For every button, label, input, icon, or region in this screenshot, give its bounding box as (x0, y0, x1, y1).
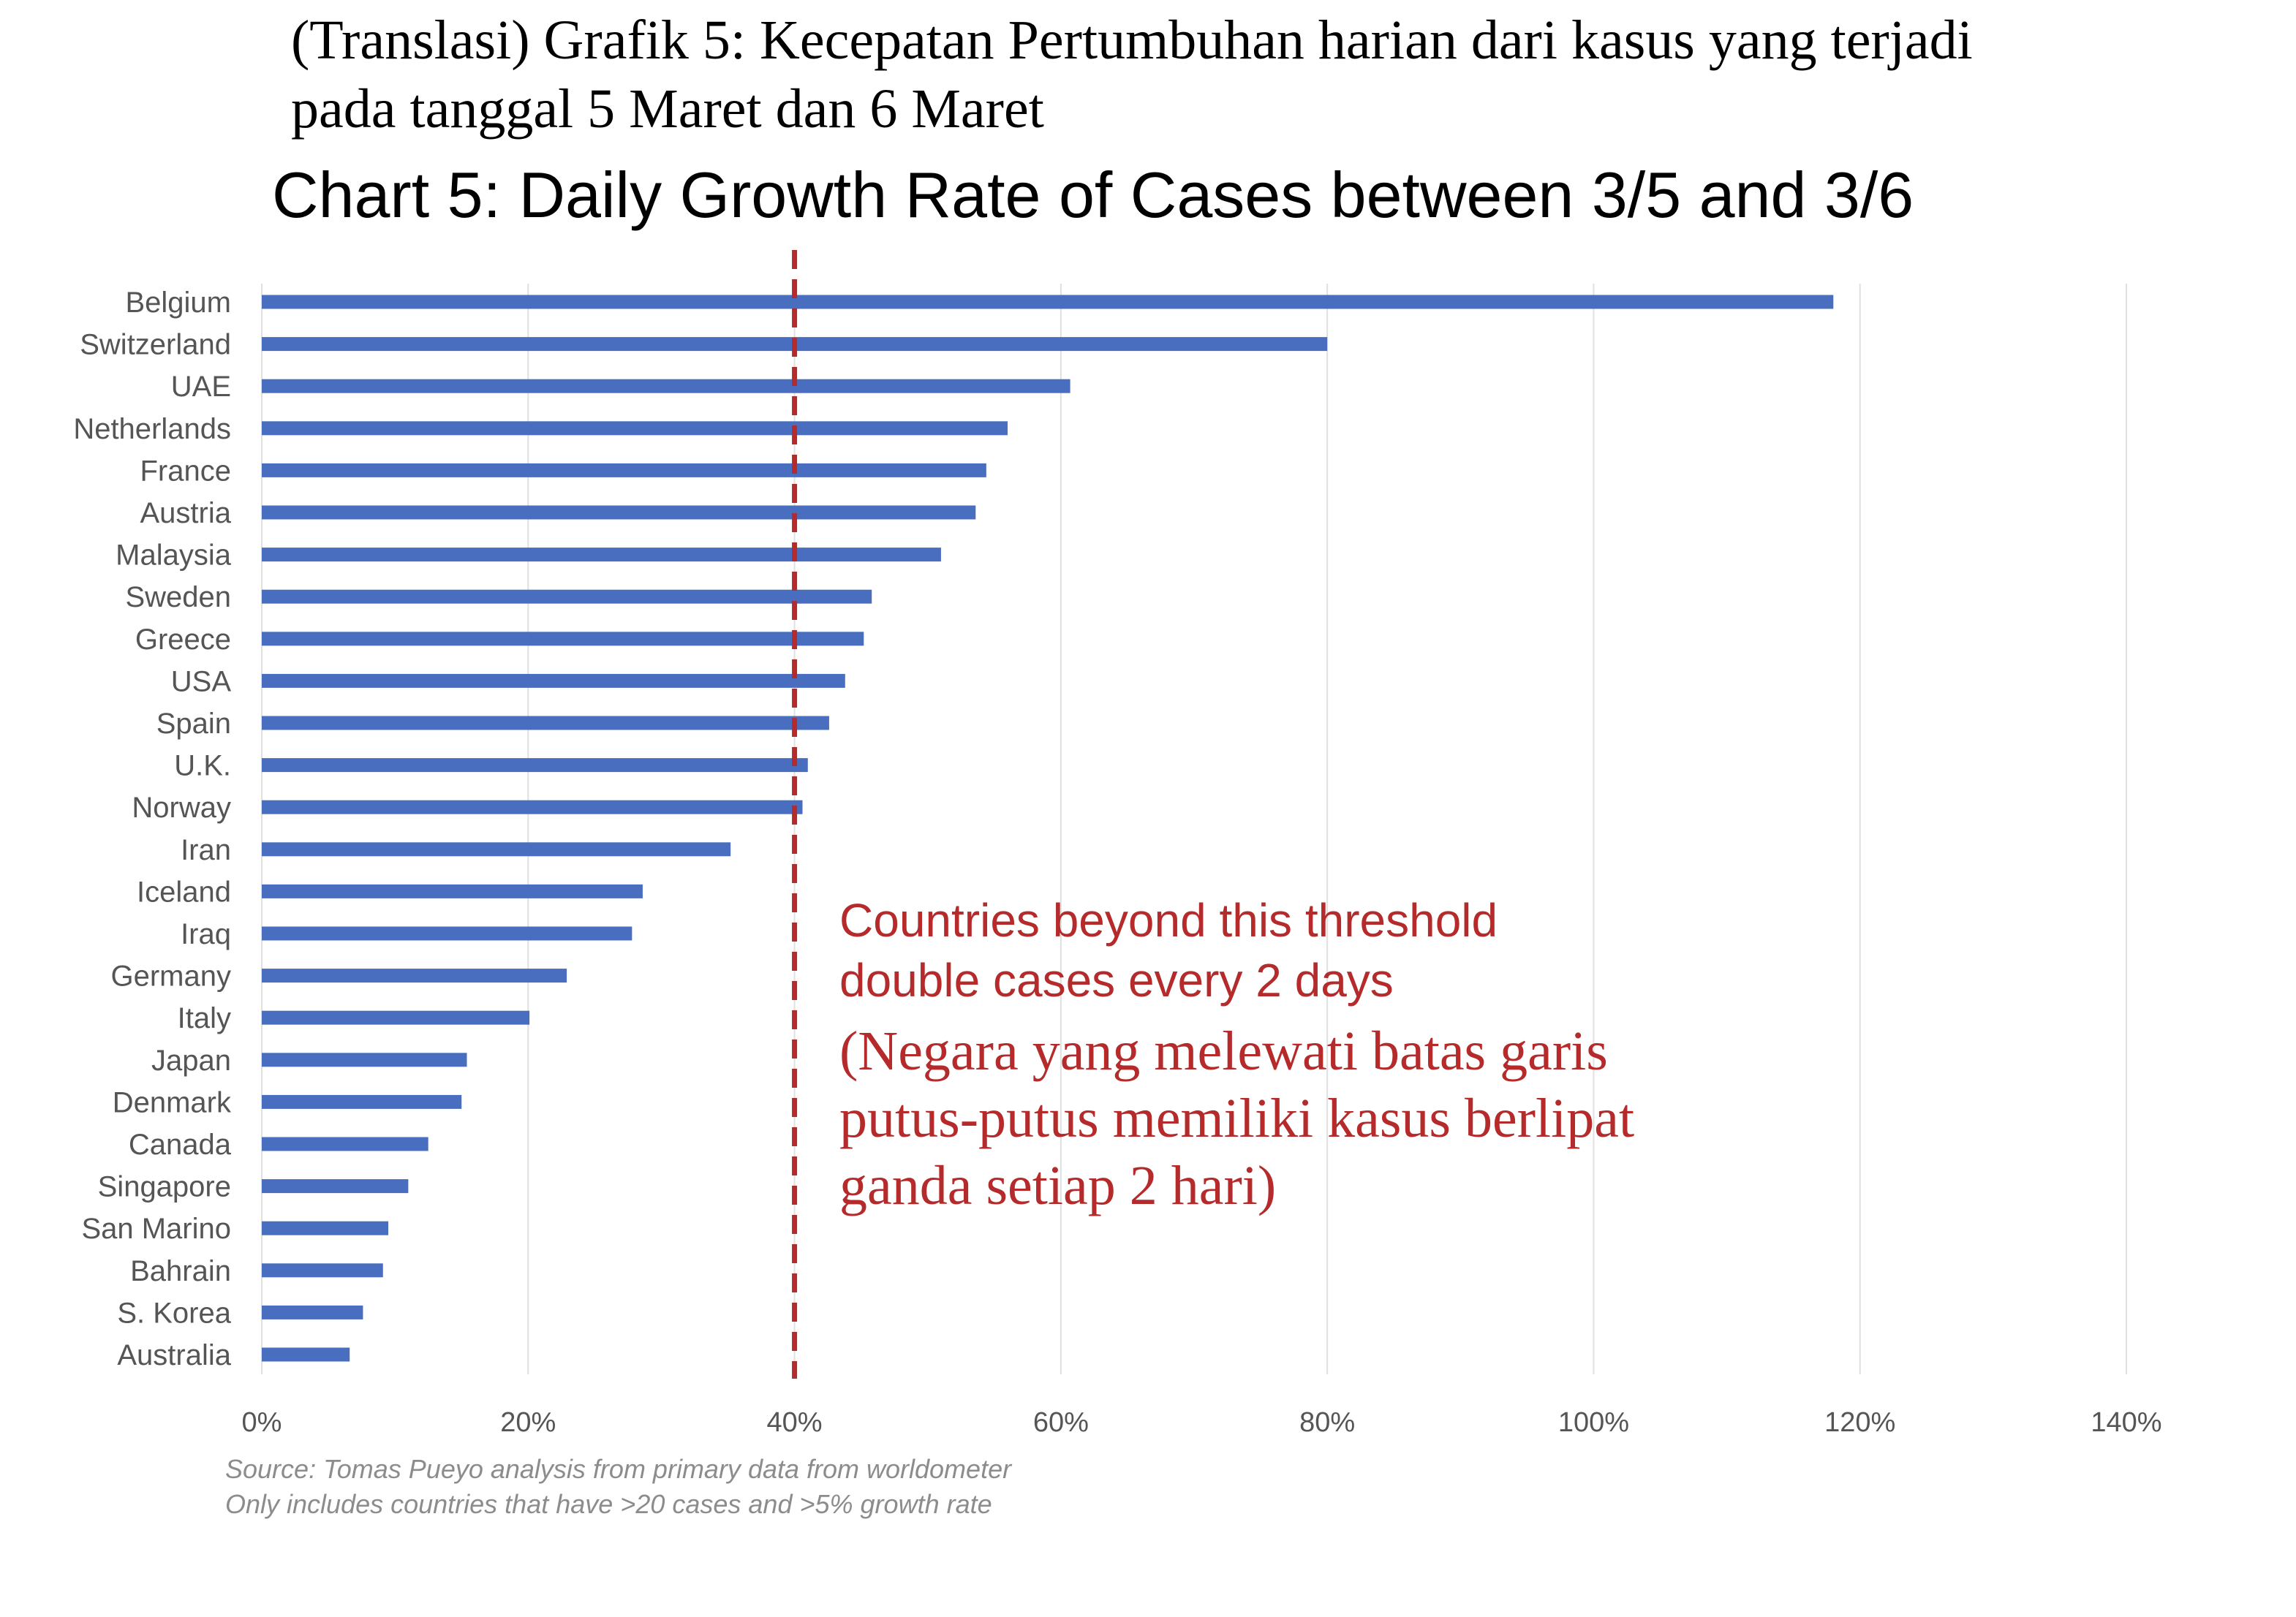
category-label: Malaysia (116, 539, 232, 572)
x-axis-tick-labels: 0% 20% 40% 60% 80% 100% 120% 140% (242, 1407, 2162, 1438)
bar (262, 758, 808, 773)
bar (262, 1053, 467, 1067)
x-tick-label: 40% (767, 1407, 823, 1438)
category-label: Greece (135, 624, 231, 656)
bars (262, 295, 1834, 1362)
annotation-en-line-2: double cases every 2 days (839, 954, 1394, 1007)
category-label: Norway (132, 792, 231, 824)
bar (262, 1137, 428, 1151)
bar (262, 800, 803, 814)
bar (262, 842, 731, 857)
category-label: Denmark (113, 1086, 232, 1118)
category-label: Switzerland (80, 329, 231, 361)
bar (262, 548, 941, 562)
annotation-id-line-2: putus-putus memiliki kasus berlipat (839, 1088, 1635, 1149)
category-label: Iran (181, 834, 231, 866)
bar (262, 969, 567, 983)
category-label: Italy (178, 1002, 231, 1034)
source-note: Source: Tomas Pueyo analysis from primar… (225, 1452, 1011, 1522)
bar (262, 589, 872, 604)
x-tick-label: 20% (500, 1407, 556, 1438)
category-label: Iceland (137, 876, 231, 908)
x-tick-label: 80% (1299, 1407, 1355, 1438)
x-tick-label: 0% (242, 1407, 282, 1438)
category-label: Austria (140, 497, 232, 529)
x-tick-label: 120% (1824, 1407, 1895, 1438)
category-label: USA (171, 665, 232, 697)
bar (262, 884, 643, 898)
bar (262, 421, 1008, 436)
category-label: U.K. (174, 750, 231, 782)
category-label: Iraq (181, 918, 231, 950)
category-label: Singapore (98, 1171, 231, 1203)
bar (262, 716, 829, 730)
annotation-en-line-1: Countries beyond this threshold (839, 894, 1498, 947)
chart-title: Chart 5: Daily Growth Rate of Cases betw… (272, 159, 1914, 231)
category-label: France (140, 455, 232, 487)
translated-title: (Translasi) Grafik 5: Kecepatan Pertumbu… (291, 6, 2192, 143)
category-label: Japan (151, 1045, 231, 1077)
bar (262, 1305, 363, 1319)
bar (262, 632, 864, 646)
bar (262, 1094, 462, 1109)
category-label: S. Korea (117, 1297, 231, 1329)
x-tick-label: 140% (2091, 1407, 2161, 1438)
category-label: UAE (171, 371, 231, 403)
source-line-2: Only includes countries that have >20 ca… (225, 1489, 992, 1519)
bar (262, 1221, 389, 1235)
annotation-id-line-1: (Negara yang melewati batas garis (839, 1020, 1608, 1082)
bar (262, 1347, 350, 1362)
x-tick-label: 60% (1033, 1407, 1089, 1438)
category-label: Netherlands (73, 413, 231, 445)
threshold-annotation-english: Countries beyond this threshold double c… (839, 890, 1498, 1010)
bar (262, 505, 976, 520)
category-label: San Marino (81, 1213, 231, 1245)
threshold-annotation-indonesian: (Negara yang melewati batas garis putus-… (839, 1018, 1634, 1219)
x-tick-label: 100% (1558, 1407, 1629, 1438)
category-label: Australia (117, 1339, 231, 1371)
bar (262, 295, 1834, 309)
category-labels: Belgium Switzerland UAE Netherlands France Au… (73, 287, 232, 1371)
translated-title-line-2: pada tanggal 5 Maret dan 6 Maret (291, 78, 1044, 140)
category-label: Spain (156, 708, 231, 740)
category-label: Germany (111, 961, 232, 993)
source-line-1: Source: Tomas Pueyo analysis from primar… (225, 1454, 1012, 1484)
annotation-id-line-3: ganda setiap 2 hari) (839, 1155, 1277, 1216)
bar (262, 1263, 383, 1278)
translated-title-line-1: (Translasi) Grafik 5: Kecepatan Pertumbu… (291, 10, 1973, 71)
bar (262, 379, 1070, 393)
bar (262, 1179, 409, 1194)
bar (262, 926, 632, 941)
bar (262, 463, 986, 477)
category-label: Sweden (125, 581, 231, 613)
category-label: Bahrain (130, 1255, 231, 1287)
category-label: Canada (129, 1129, 232, 1161)
category-label: Belgium (125, 287, 231, 319)
bar (262, 673, 845, 688)
bar (262, 1010, 530, 1025)
